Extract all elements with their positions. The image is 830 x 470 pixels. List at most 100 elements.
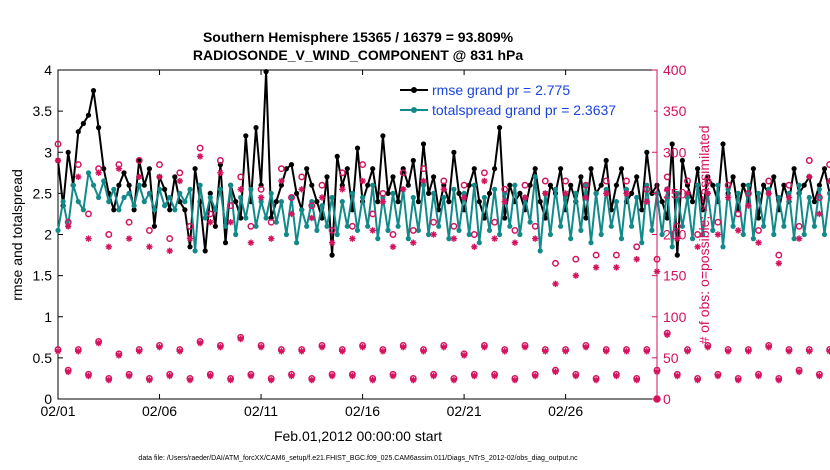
asterisk-stroke	[471, 373, 478, 379]
obs-possible-point	[298, 173, 306, 181]
asterisk-stroke	[65, 223, 71, 230]
obs-assimilated-point	[714, 231, 722, 238]
asterisk-stroke	[278, 178, 285, 184]
obs-possible-point	[785, 181, 793, 189]
asterisk-stroke	[146, 244, 153, 250]
spread-point	[618, 236, 625, 242]
spread-point	[192, 248, 198, 254]
rmse-point	[334, 153, 340, 159]
rmse-point	[426, 190, 432, 196]
asterisk-stroke	[735, 227, 741, 234]
obs-assimilated-point	[592, 376, 600, 384]
asterisk-stroke	[552, 369, 559, 375]
obs-assimilated-point	[308, 376, 315, 384]
y-right-tick-label: 150	[663, 268, 687, 284]
spread-point	[431, 190, 437, 196]
asterisk-stroke	[187, 235, 193, 242]
obs-assimilated-point	[176, 177, 184, 185]
obs-assimilated-point	[146, 243, 153, 251]
obs-assimilated-point	[85, 235, 92, 242]
rmse-point	[380, 133, 386, 139]
rmse-point	[309, 182, 315, 188]
obs-assimilated-point	[257, 344, 265, 351]
rmse-point	[486, 190, 493, 196]
rmse-point	[547, 182, 554, 188]
asterisk-stroke	[156, 174, 163, 180]
asterisk-stroke	[522, 344, 528, 350]
rmse-point	[821, 166, 828, 172]
asterisk-stroke	[542, 190, 549, 197]
obs-assimilated-point	[227, 376, 234, 384]
obs-assimilated-point	[410, 239, 417, 246]
asterisk-stroke	[471, 244, 478, 250]
asterisk-stroke	[95, 340, 102, 346]
rmse-point	[558, 166, 564, 172]
obs-assimilated-point	[501, 348, 508, 355]
asterisk-stroke	[715, 231, 721, 238]
spread-point	[75, 199, 81, 205]
spread-point	[700, 231, 706, 238]
obs-assimilated-point	[806, 173, 813, 181]
obs-possible-point	[348, 222, 356, 230]
spread-point	[70, 182, 76, 188]
spread-point	[263, 215, 269, 221]
asterisk-stroke	[806, 174, 813, 180]
spread-point	[781, 223, 787, 229]
obs-possible-point	[612, 251, 620, 259]
obs-assimilated-point	[389, 243, 397, 251]
obs-assimilated-point	[674, 235, 681, 242]
obs-possible-point	[450, 222, 458, 230]
y-right-tick-label: 300	[663, 144, 687, 160]
rmse-point	[679, 157, 686, 164]
chart-title-line2: RADIOSONDE_V_WIND_COMPONENT @ 831 hPa	[193, 47, 523, 63]
obs-possible-point	[562, 177, 570, 185]
obs-possible-point	[491, 218, 499, 226]
asterisk-stroke	[197, 153, 203, 160]
spread-point	[141, 199, 147, 205]
spread-point	[172, 207, 178, 213]
asterisk-stroke	[248, 239, 254, 246]
obs-possible-point	[257, 185, 265, 193]
asterisk-stroke	[796, 235, 802, 242]
spread-point	[684, 194, 691, 201]
rmse-point	[75, 129, 81, 135]
asterisk-stroke	[420, 348, 427, 355]
asterisk-stroke	[268, 377, 274, 383]
obs-possible-point	[501, 185, 509, 193]
rmse-point	[283, 166, 289, 172]
obs-assimilated-point	[247, 372, 255, 380]
asterisk-stroke	[309, 377, 315, 383]
spread-point	[827, 190, 830, 196]
asterisk-stroke	[430, 373, 437, 379]
asterisk-stroke	[725, 348, 731, 355]
x-axis-label: Feb.01,2012 00:00:00 start	[274, 428, 442, 444]
obs-possible-point	[531, 222, 539, 230]
rmse-point	[324, 174, 330, 180]
rmse-point	[192, 166, 198, 172]
spread-point	[217, 186, 223, 192]
legend-spread-marker	[411, 107, 417, 113]
spread-point	[517, 231, 523, 238]
asterisk-stroke	[95, 170, 102, 176]
asterisk-stroke	[583, 344, 589, 350]
rmse-point	[436, 207, 442, 213]
spread-point	[471, 182, 477, 188]
obs-assimilated-point	[491, 372, 498, 380]
obs-assimilated-point	[613, 372, 620, 380]
asterisk-stroke	[684, 190, 691, 197]
rmse-point	[492, 166, 498, 172]
rmse-point	[446, 199, 452, 205]
spread-point	[111, 186, 117, 192]
obs-possible-point	[196, 144, 204, 152]
rmse-point	[420, 141, 427, 147]
asterisk-stroke	[166, 373, 173, 379]
obs-assimilated-point	[166, 247, 173, 255]
spread-point	[121, 194, 127, 201]
spread-point	[314, 227, 320, 233]
spread-point	[375, 236, 381, 242]
obs-assimilated-point	[156, 173, 163, 181]
spread-point	[349, 190, 355, 196]
asterisk-stroke	[664, 332, 670, 338]
rmse-point	[278, 182, 284, 188]
asterisk-stroke	[278, 348, 285, 355]
